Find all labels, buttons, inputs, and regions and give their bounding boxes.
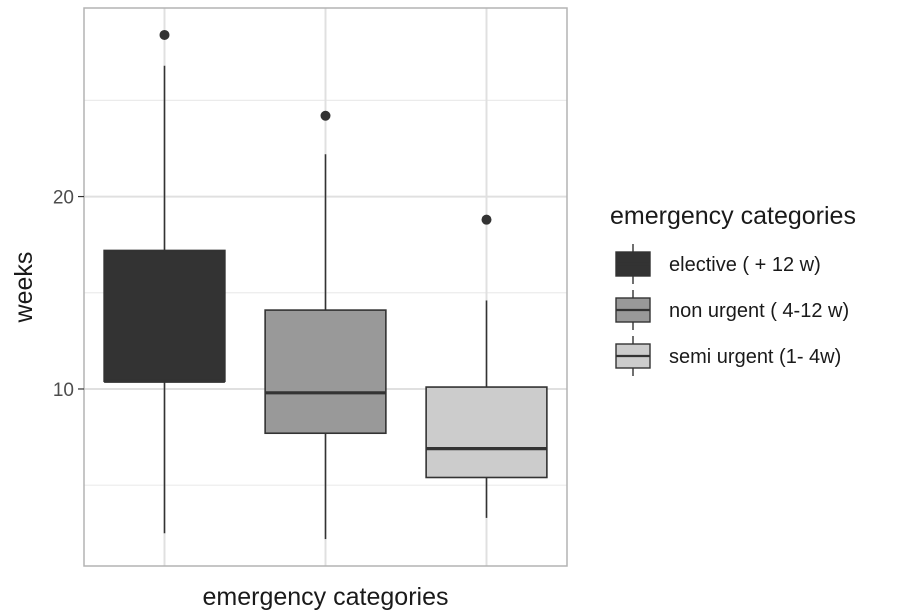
box-body	[264, 309, 387, 435]
box-body	[103, 249, 226, 383]
legend-label: semi urgent (1- 4w)	[669, 346, 841, 368]
outlier-point	[481, 214, 492, 225]
legend-label: elective ( + 12 w)	[669, 254, 821, 276]
x-axis-title: emergency categories	[203, 583, 449, 611]
box-body	[425, 386, 548, 479]
legend-item: elective ( + 12 w)	[615, 244, 821, 284]
legend-item: semi urgent (1- 4w)	[615, 336, 841, 376]
legend: elective ( + 12 w) non urgent ( 4-12 w) se…	[615, 244, 849, 376]
y-tick-label: 10	[53, 380, 74, 401]
box-3	[425, 214, 548, 518]
box-1	[103, 29, 226, 534]
boxes	[103, 29, 548, 540]
y-axis-ticks: 10 20	[53, 188, 84, 401]
box-2	[264, 110, 387, 540]
legend-item: non urgent ( 4-12 w)	[615, 290, 849, 330]
y-axis-title: weeks	[10, 252, 38, 324]
panel-border	[83, 7, 568, 567]
legend-label: non urgent ( 4-12 w)	[669, 300, 849, 322]
legend-title: emergency categories	[610, 202, 856, 230]
outlier-point	[159, 29, 170, 40]
outlier-point	[320, 110, 331, 121]
y-tick-label: 20	[53, 188, 74, 209]
